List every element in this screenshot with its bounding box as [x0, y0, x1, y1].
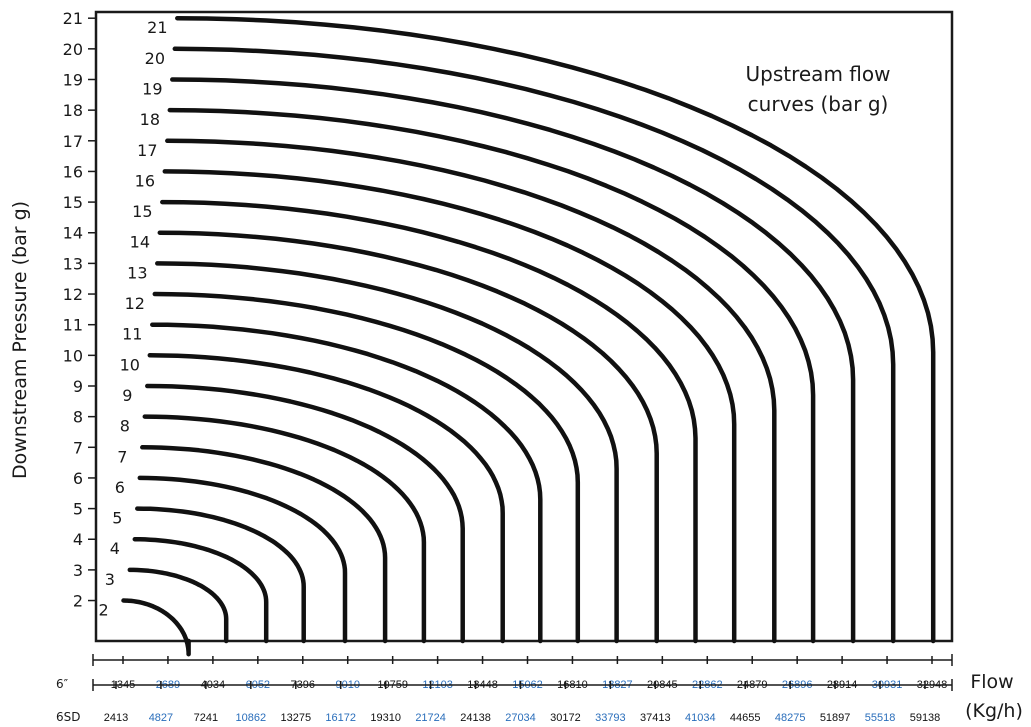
flow-tick-label: 44655 [730, 712, 761, 724]
curve-label-20: 20 [145, 49, 165, 68]
y-axis: 2 3 4 5 6 7 8 9 10 11 12 13 14 15 16 17 18 19 20 21 [63, 9, 96, 611]
flow-tick-label: 2413 [104, 712, 128, 724]
flow-curve-4 [132, 536, 269, 644]
curve-labels: 2 3 4 5 6 7 8 9 10 11 12 13 14 15 16 17 18 19 20 21 [98, 18, 167, 619]
curve-label-7: 7 [117, 447, 127, 466]
annotation-line-2: curves (bar g) [748, 92, 889, 116]
curve-label-10: 10 [120, 355, 140, 374]
flow-tick-label: 4827 [149, 712, 173, 724]
flow-curve-19 [170, 77, 856, 644]
flow-curve-16 [162, 169, 737, 644]
flow-curve-15 [160, 199, 698, 644]
curve-label-15: 15 [132, 202, 152, 221]
curve-label-6: 6 [115, 478, 125, 497]
y-tick-label: 2 [73, 592, 83, 611]
curve-label-14: 14 [130, 233, 150, 252]
flow-curve-21 [175, 15, 936, 644]
y-tick-label: 3 [73, 561, 83, 580]
y-tick-label: 10 [63, 346, 83, 365]
flow-row-label: 6SD [56, 710, 81, 724]
flow-tick-label: 41034 [685, 712, 716, 724]
flow-curve-11 [150, 322, 543, 644]
flow-curve-3 [127, 567, 229, 644]
curve-label-5: 5 [112, 509, 122, 528]
flow-curve-2 [121, 598, 191, 657]
y-tick-label: 18 [63, 101, 83, 120]
y-tick-label: 8 [73, 408, 83, 427]
flow-curve-7 [140, 445, 388, 644]
y-tick-label: 14 [63, 224, 83, 243]
y-axis-label: Downstream Pressure (bar g) [9, 201, 31, 479]
y-tick-label: 6 [73, 469, 83, 488]
flow-curve-6 [137, 475, 348, 644]
y-tick-label: 13 [63, 254, 83, 273]
x-axis-label-flow: Flow [970, 671, 1013, 693]
flow-tick-label: 51897 [820, 712, 851, 724]
flow-axis: 6″ 1345 2689 4034 6052 7396 9010 10759 12103 1344… [56, 654, 953, 724]
y-tick-label: 7 [73, 438, 83, 457]
curve-label-16: 16 [135, 171, 155, 190]
flow-tick-label: 19310 [370, 712, 401, 724]
flow-tick-label: 59138 [910, 712, 941, 724]
curve-label-2: 2 [98, 601, 108, 620]
flow-tick-label: 16172 [325, 712, 356, 724]
y-tick-label: 17 [63, 132, 83, 151]
flow-curves [121, 15, 936, 657]
flow-tick-label: 33793 [595, 712, 626, 724]
flow-tick-label: 37413 [640, 712, 671, 724]
flow-tick-label: 48275 [775, 712, 806, 724]
flow-curve-17 [165, 138, 777, 644]
flow-curve-8 [142, 414, 427, 644]
curve-label-11: 11 [122, 325, 142, 344]
flow-curve-13 [155, 261, 619, 644]
flow-tick-label: 27034 [505, 712, 536, 724]
curve-label-18: 18 [140, 110, 160, 129]
flow-curve-20 [172, 46, 896, 644]
y-tick-label: 4 [73, 530, 83, 549]
y-tick-label: 16 [63, 162, 83, 181]
flow-tick-label: 30172 [550, 712, 581, 724]
flow-curve-18 [167, 107, 816, 644]
flow-curve-12 [152, 291, 581, 644]
y-tick-label: 12 [63, 285, 83, 304]
flow-tick-label: 55518 [865, 712, 896, 724]
flow-curve-14 [157, 230, 659, 644]
curve-label-17: 17 [137, 141, 157, 160]
flow-tick-label: 13275 [280, 712, 311, 724]
curve-label-21: 21 [147, 18, 167, 37]
flow-curve-10 [147, 353, 505, 644]
curve-label-4: 4 [110, 539, 120, 558]
y-tick-label: 15 [63, 193, 83, 212]
curve-label-12: 12 [125, 294, 145, 313]
curve-label-19: 19 [142, 79, 162, 98]
flow-curve-5 [135, 506, 306, 644]
curve-label-3: 3 [105, 570, 115, 589]
curve-label-8: 8 [120, 417, 130, 436]
annotation-line-1: Upstream flow [746, 62, 891, 86]
y-tick-label: 20 [63, 40, 83, 59]
flow-tick-label: 7241 [194, 712, 218, 724]
flow-tick-label: 10862 [236, 712, 267, 724]
curve-label-13: 13 [127, 263, 147, 282]
flow-row-label: 6″ [56, 677, 69, 691]
flow-curve-9 [145, 383, 465, 644]
y-tick-label: 21 [63, 9, 83, 28]
y-tick-label: 5 [73, 500, 83, 519]
y-tick-label: 9 [73, 377, 83, 396]
flow-tick-label: 24138 [460, 712, 491, 724]
plot-frame [94, 10, 954, 643]
curve-label-9: 9 [122, 386, 132, 405]
flow-tick-label: 21724 [415, 712, 446, 724]
x-axis-label-unit: (Kg/h) [965, 700, 1023, 722]
y-tick-label: 19 [63, 70, 83, 89]
y-tick-label: 11 [63, 316, 83, 335]
